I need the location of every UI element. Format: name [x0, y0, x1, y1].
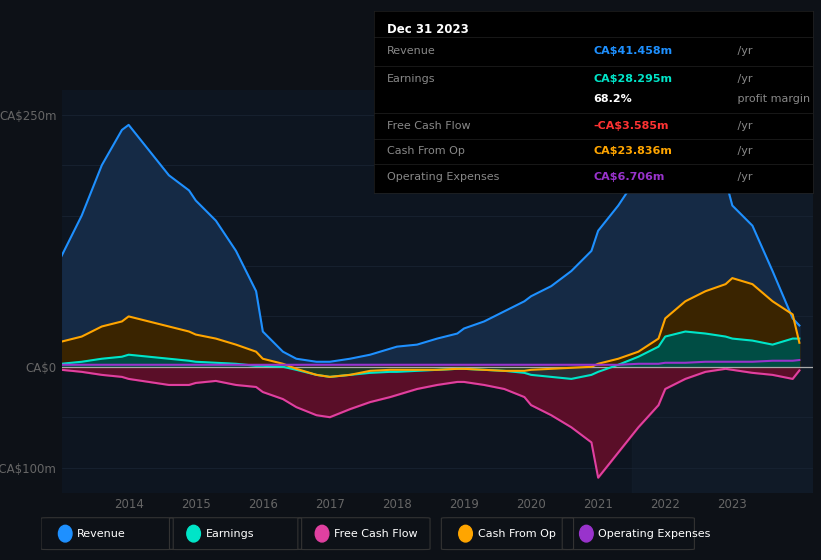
Text: CA$41.458m: CA$41.458m — [594, 46, 672, 56]
Text: Cash From Op: Cash From Op — [387, 146, 465, 156]
Text: Revenue: Revenue — [387, 46, 435, 56]
Text: Operating Expenses: Operating Expenses — [387, 172, 499, 182]
Text: profit margin: profit margin — [734, 94, 810, 104]
Text: Operating Expenses: Operating Expenses — [599, 529, 711, 539]
Text: /yr: /yr — [734, 121, 752, 131]
Text: -CA$3.585m: -CA$3.585m — [594, 121, 668, 131]
Text: /yr: /yr — [734, 46, 752, 56]
Text: CA$6.706m: CA$6.706m — [594, 172, 664, 182]
Text: Revenue: Revenue — [77, 529, 126, 539]
Bar — [631, 90, 813, 493]
Ellipse shape — [315, 525, 329, 542]
Text: CA$23.836m: CA$23.836m — [594, 146, 672, 156]
Text: Dec 31 2023: Dec 31 2023 — [387, 23, 469, 36]
Text: Free Cash Flow: Free Cash Flow — [387, 121, 470, 131]
Text: Earnings: Earnings — [206, 529, 255, 539]
Text: /yr: /yr — [734, 172, 752, 182]
Ellipse shape — [187, 525, 200, 542]
Text: CA$28.295m: CA$28.295m — [594, 73, 672, 83]
Text: /yr: /yr — [734, 73, 752, 83]
Ellipse shape — [459, 525, 472, 542]
Text: 68.2%: 68.2% — [594, 94, 632, 104]
Ellipse shape — [58, 525, 72, 542]
Text: /yr: /yr — [734, 146, 752, 156]
Text: Cash From Op: Cash From Op — [478, 529, 556, 539]
Text: Free Cash Flow: Free Cash Flow — [334, 529, 418, 539]
Text: Earnings: Earnings — [387, 73, 435, 83]
Ellipse shape — [580, 525, 594, 542]
